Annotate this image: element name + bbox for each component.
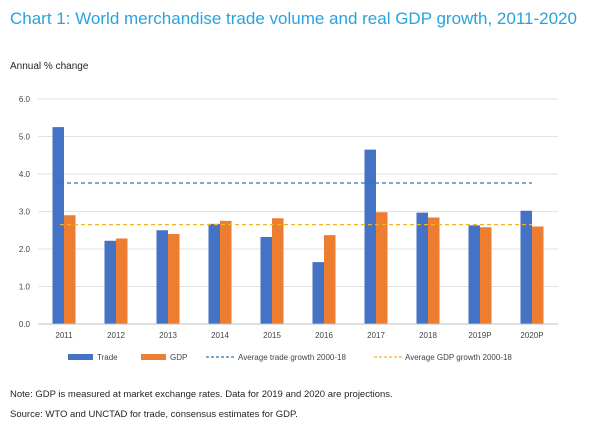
y-tick-label: 4.0: [19, 170, 31, 179]
gdp-bar-2015: [272, 218, 284, 324]
trade-bar-2016: [312, 262, 324, 324]
trade-bar-2017: [364, 149, 376, 324]
x-tick-label: 2011: [55, 331, 73, 340]
y-tick-label: 5.0: [19, 133, 31, 142]
legend-gdp-average-label: Average GDP growth 2000-18: [405, 353, 512, 362]
x-tick-label: 2017: [367, 331, 385, 340]
x-tick-label: 2013: [159, 331, 177, 340]
trade-bar-2014: [208, 223, 220, 324]
chart-subtitle: Annual % change: [10, 61, 89, 72]
gdp-bar-2012: [116, 238, 128, 324]
gdp-bar-2011: [64, 215, 76, 324]
reference-lines: [60, 182, 532, 226]
axes: 0.0 1.0 2.0 3.0 4.0 5.0 6.0 2011 2012 2013 2014 201…: [19, 95, 558, 340]
x-tick-label: 2015: [263, 331, 281, 340]
legend-trade-swatch: [68, 354, 93, 360]
source-note: Source: WTO and UNCTAD for trade, consen…: [10, 409, 298, 420]
y-tick-label: 0.0: [19, 320, 31, 329]
y-tick-label: 6.0: [19, 95, 31, 104]
trade-bar-2020P: [520, 210, 532, 324]
x-tick-label: 2020P: [520, 331, 543, 340]
y-tick-label: 3.0: [19, 208, 31, 217]
gdp-bar-2014: [220, 220, 232, 324]
bars: [52, 127, 544, 324]
x-tick-label: 2019P: [468, 331, 491, 340]
y-tick-label: 2.0: [19, 245, 31, 254]
gdp-bar-2020P: [532, 226, 544, 324]
gdp-bar-2017: [376, 212, 388, 324]
trade-bar-2011: [52, 127, 64, 324]
gdp-bar-2018: [428, 217, 440, 324]
trade-bar-2012: [104, 240, 116, 324]
legend: Trade GDP Average trade growth 2000-18 Aver…: [68, 353, 512, 362]
legend-gdp-label: GDP: [170, 353, 187, 362]
chart-title: Chart 1: World merchandise trade volume …: [10, 9, 577, 28]
y-tick-label: 1.0: [19, 283, 31, 292]
legend-trade-label: Trade: [97, 353, 118, 362]
gdp-bar-2013: [168, 234, 180, 324]
trade-bar-2019P: [468, 225, 480, 324]
legend-trade-average-label: Average trade growth 2000-18: [238, 353, 346, 362]
trade-bar-2013: [156, 230, 168, 324]
trade-bar-2015: [260, 237, 272, 324]
x-tick-label: 2018: [419, 331, 437, 340]
x-tick-label: 2016: [315, 331, 333, 340]
footnote: Note: GDP is measured at market exchange…: [10, 389, 393, 400]
trade-bar-2018: [416, 212, 428, 324]
x-tick-label: 2012: [107, 331, 125, 340]
legend-gdp-swatch: [141, 354, 166, 360]
bar-chart: 0.0 1.0 2.0 3.0 4.0 5.0 6.0 2011 2012 2013 2014 201…: [19, 95, 558, 362]
gdp-bar-2016: [324, 235, 336, 324]
x-tick-label: 2014: [211, 331, 229, 340]
gdp-bar-2019P: [480, 227, 492, 324]
